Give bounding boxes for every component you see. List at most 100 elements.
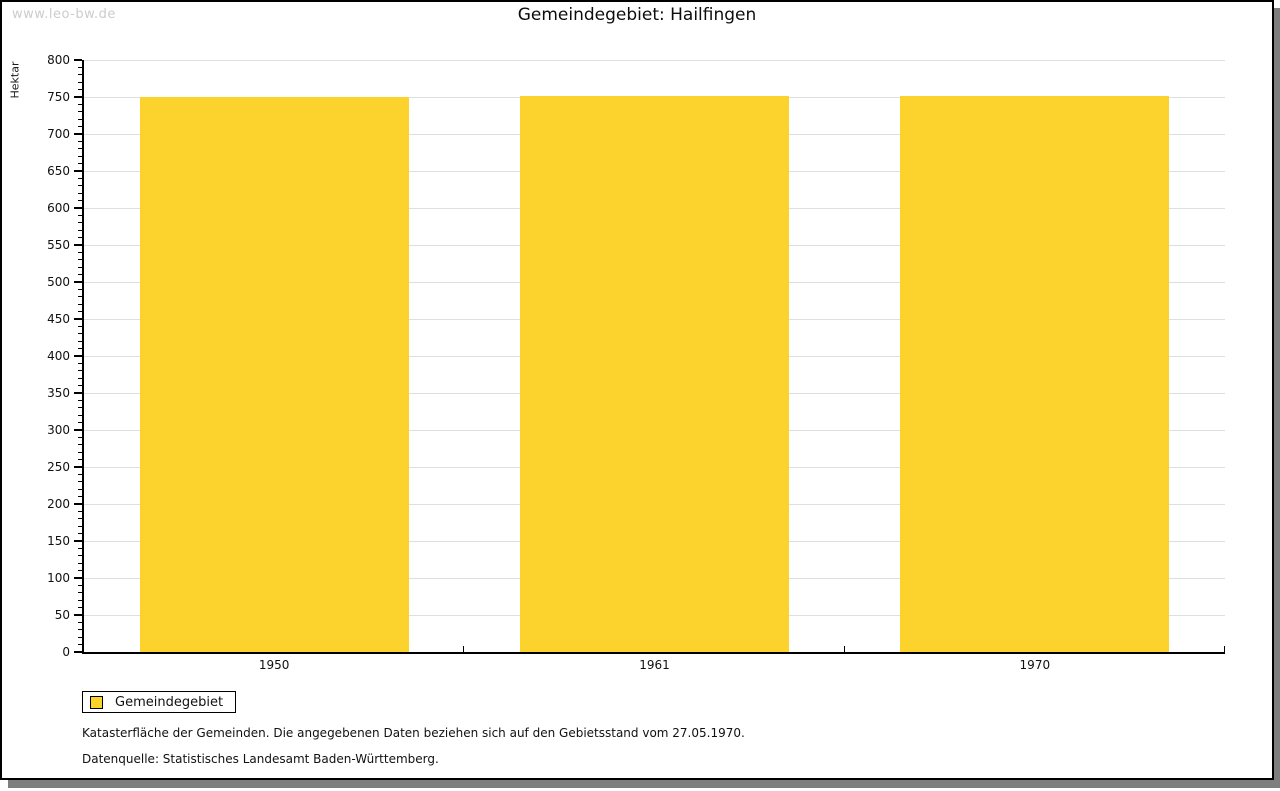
y-tick-label-100: 100 <box>47 571 70 585</box>
y-minor-tick-90 <box>78 584 82 586</box>
y-minor-tick-40 <box>78 621 82 623</box>
y-minor-tick-430 <box>78 333 82 335</box>
y-minor-tick-280 <box>78 444 82 446</box>
y-major-tick-250 <box>74 466 82 468</box>
y-minor-tick-320 <box>78 414 82 416</box>
bar-1950 <box>139 97 409 652</box>
y-major-tick-650 <box>74 170 82 172</box>
footnote-data-source: Datenquelle: Statistisches Landesamt Bad… <box>82 752 439 766</box>
y-major-tick-700 <box>74 133 82 135</box>
y-minor-tick-210 <box>78 496 82 498</box>
y-minor-tick-180 <box>78 518 82 520</box>
y-minor-tick-370 <box>78 377 82 379</box>
y-tick-label-300: 300 <box>47 423 70 437</box>
y-minor-tick-20 <box>78 636 82 638</box>
bar-1970 <box>900 95 1170 652</box>
y-axis-title: Hektar <box>8 61 22 99</box>
y-minor-tick-530 <box>78 259 82 261</box>
x-tick-label-1961: 1961 <box>639 658 670 672</box>
y-minor-tick-120 <box>78 562 82 564</box>
y-minor-tick-760 <box>78 89 82 91</box>
y-minor-tick-110 <box>78 570 82 572</box>
y-major-tick-800 <box>74 59 82 61</box>
y-minor-tick-70 <box>78 599 82 601</box>
y-tick-label-50: 50 <box>54 608 70 622</box>
y-major-tick-550 <box>74 244 82 246</box>
y-tick-label-600: 600 <box>47 201 70 215</box>
y-minor-tick-770 <box>78 81 82 83</box>
y-tick-label-400: 400 <box>47 349 70 363</box>
y-minor-tick-190 <box>78 510 82 512</box>
y-major-tick-500 <box>74 281 82 283</box>
x-boundary-tick-1 <box>463 646 465 652</box>
y-minor-tick-680 <box>78 148 82 150</box>
y-minor-tick-540 <box>78 251 82 253</box>
y-minor-tick-660 <box>78 163 82 165</box>
y-tick-label-700: 700 <box>47 127 70 141</box>
x-tick-label-1970: 1970 <box>1019 658 1051 672</box>
y-minor-tick-730 <box>78 111 82 113</box>
y-minor-tick-340 <box>78 399 82 401</box>
y-major-tick-0 <box>74 651 82 653</box>
y-minor-tick-740 <box>78 103 82 105</box>
y-major-tick-600 <box>74 207 82 209</box>
x-boundary-tick-3 <box>1224 646 1225 652</box>
y-major-tick-150 <box>74 540 82 542</box>
y-minor-tick-640 <box>78 177 82 179</box>
legend-label: Gemeindegebiet <box>115 694 224 710</box>
y-major-tick-400 <box>74 355 82 357</box>
y-major-tick-50 <box>74 614 82 616</box>
y-minor-tick-560 <box>78 237 82 239</box>
y-minor-tick-610 <box>78 200 82 202</box>
y-minor-tick-720 <box>78 118 82 120</box>
y-minor-tick-460 <box>78 311 82 313</box>
y-minor-tick-580 <box>78 222 82 224</box>
y-minor-tick-80 <box>78 592 82 594</box>
y-major-tick-450 <box>74 318 82 320</box>
y-minor-tick-310 <box>78 422 82 424</box>
y-minor-tick-360 <box>78 385 82 387</box>
footnote-source-note: Katasterfläche der Gemeinden. Die angege… <box>82 726 745 740</box>
y-minor-tick-630 <box>78 185 82 187</box>
y-major-tick-350 <box>74 392 82 394</box>
y-minor-tick-780 <box>78 74 82 76</box>
y-minor-tick-60 <box>78 607 82 609</box>
y-tick-label-500: 500 <box>47 275 70 289</box>
gridline-800 <box>84 59 1225 61</box>
y-tick-label-200: 200 <box>47 497 70 511</box>
y-minor-tick-570 <box>78 229 82 231</box>
y-minor-tick-440 <box>78 325 82 327</box>
x-boundary-tick-2 <box>843 646 845 652</box>
bar-1961 <box>520 95 789 652</box>
y-minor-tick-790 <box>78 66 82 68</box>
y-minor-tick-690 <box>78 140 82 142</box>
y-minor-tick-130 <box>78 555 82 557</box>
y-minor-tick-670 <box>78 155 82 157</box>
y-minor-tick-390 <box>78 362 82 364</box>
y-minor-tick-170 <box>78 525 82 527</box>
y-major-tick-200 <box>74 503 82 505</box>
legend-swatch-icon <box>90 695 103 709</box>
y-minor-tick-260 <box>78 459 82 461</box>
y-minor-tick-520 <box>78 266 82 268</box>
y-tick-label-650: 650 <box>47 164 70 178</box>
y-tick-label-550: 550 <box>47 238 70 252</box>
y-minor-tick-410 <box>78 348 82 350</box>
y-tick-label-750: 750 <box>47 90 70 104</box>
legend: Gemeindegebiet <box>82 691 237 713</box>
y-major-tick-750 <box>74 96 82 98</box>
y-minor-tick-470 <box>78 303 82 305</box>
y-tick-label-250: 250 <box>47 460 70 474</box>
y-major-tick-300 <box>74 429 82 431</box>
y-minor-tick-30 <box>78 629 82 631</box>
y-minor-tick-270 <box>78 451 82 453</box>
y-minor-tick-330 <box>78 407 82 409</box>
watermark: www.leo-bw.de <box>12 7 116 22</box>
y-minor-tick-480 <box>78 296 82 298</box>
plot-area: 0 50 100 150 200 250 300 350 400 450 500 550 600 650 7… <box>47 53 1225 672</box>
y-minor-tick-490 <box>78 288 82 290</box>
y-minor-tick-220 <box>78 488 82 490</box>
y-minor-tick-620 <box>78 192 82 194</box>
